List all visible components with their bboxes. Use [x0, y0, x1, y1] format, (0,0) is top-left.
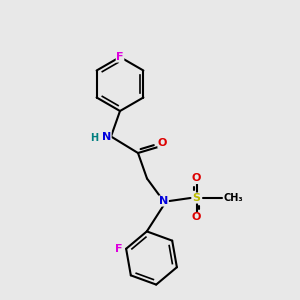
Text: O: O [158, 137, 167, 148]
Text: N: N [102, 131, 111, 142]
Text: O: O [192, 173, 201, 184]
Text: H: H [90, 133, 99, 143]
Text: S: S [193, 193, 200, 203]
Text: CH₃: CH₃ [224, 193, 243, 203]
Text: F: F [115, 244, 122, 254]
Text: N: N [159, 196, 168, 206]
Text: F: F [116, 52, 124, 62]
Text: O: O [192, 212, 201, 223]
